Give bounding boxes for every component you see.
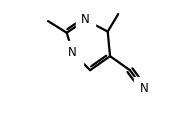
Text: N: N <box>81 13 90 26</box>
Text: N: N <box>68 46 77 59</box>
Text: N: N <box>140 82 148 95</box>
